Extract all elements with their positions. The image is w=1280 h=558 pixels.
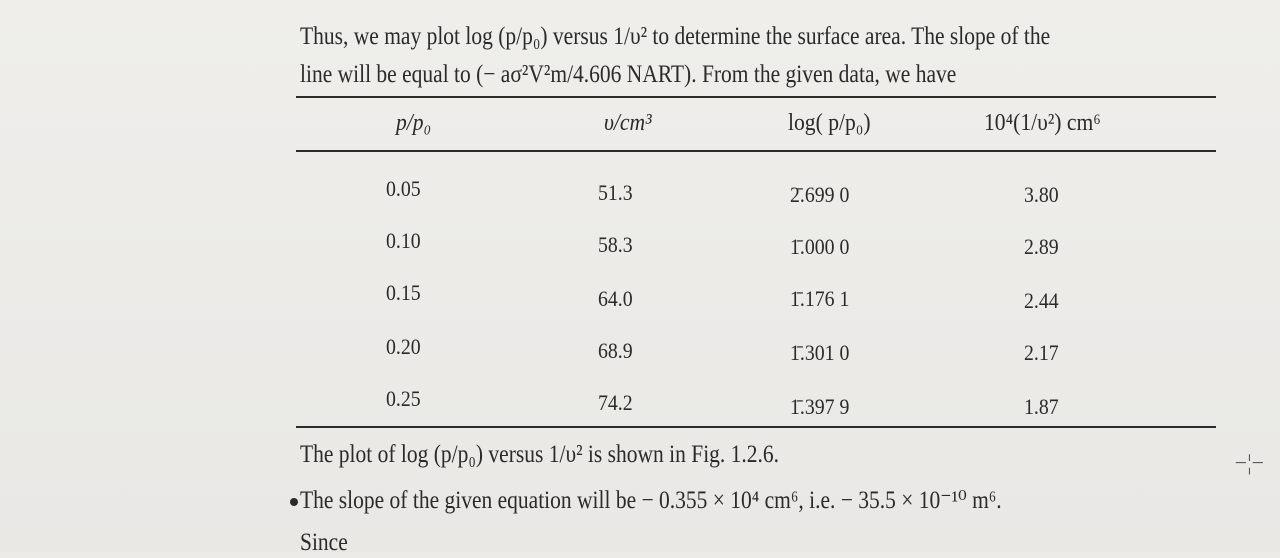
paragraph-after-2: The slope of the given equation will be … [300, 487, 1002, 514]
table-bottom-rule [296, 426, 1216, 428]
table-cell: 1̄.000 0 [790, 234, 850, 259]
table-cell: 74.2 [598, 390, 633, 415]
paragraph-after-1: The plot of log (p/p₀) versus 1/υ² is sh… [300, 441, 780, 468]
table-cell: 68.9 [598, 338, 633, 363]
table-cell: 0.05 [386, 176, 421, 201]
table-cell: 0.15 [386, 280, 421, 305]
header-volume: υ/cm³ [604, 110, 652, 136]
table-cell: 1.87 [1024, 394, 1059, 419]
table-cell: 2.89 [1024, 234, 1059, 259]
margin-mark: −¦− [1234, 450, 1264, 475]
table-header-rule [296, 150, 1216, 152]
table-cell: 58.3 [598, 232, 633, 257]
table-cell: 0.25 [386, 386, 421, 411]
table-cell: 2̄.699 0 [790, 182, 850, 207]
table-cell: 64.0 [598, 286, 633, 311]
paragraph-line-2: line will be equal to (− aσ²V²m/4.606 NA… [300, 61, 957, 88]
table-cell: 2.44 [1024, 288, 1059, 313]
table-cell: 1̄.397 9 [790, 394, 850, 419]
bullet-mark [290, 498, 298, 506]
table-cell: 1̄.176 1 [790, 286, 850, 311]
table-cell: 51.3 [598, 180, 633, 205]
header-log-ratio: log( p/p₀) [788, 110, 871, 136]
paragraph-line-1: Thus, we may plot log (p/p₀) versus 1/υ²… [300, 23, 1051, 50]
table-cell: 2.17 [1024, 340, 1059, 365]
table-cell: 0.10 [386, 228, 421, 253]
table-cell: 3.80 [1024, 182, 1059, 207]
table-cell: 0.20 [386, 334, 421, 359]
header-inverse-volume: 10⁴(1/υ²) cm⁶ [984, 110, 1101, 136]
paragraph-after-3: Since [300, 529, 348, 556]
table-cell: 1̄.301 0 [790, 340, 850, 365]
header-p-ratio: p/p₀ [396, 110, 432, 136]
table-top-rule [296, 96, 1216, 98]
